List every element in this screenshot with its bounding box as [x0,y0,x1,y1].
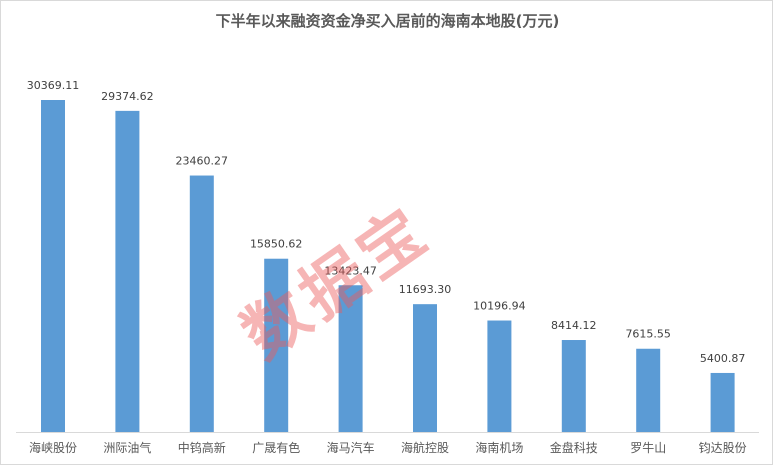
bar [41,100,65,432]
bar [338,285,363,432]
category-label: 洲际油气 [103,440,151,455]
category-label: 海南机场 [475,440,523,455]
category-label: 海航控股 [401,440,449,455]
data-label: 11693.30 [399,283,452,296]
bar [636,348,661,432]
data-label: 10196.94 [473,300,526,313]
bar [561,340,586,432]
data-label: 7615.55 [625,328,671,341]
chart-title: 下半年以来融资资金净买入居前的海南本地股(万元) [215,12,560,30]
category-label: 海峡股份 [29,440,77,455]
bar [264,258,289,432]
bar [115,110,140,433]
data-label: 8414.12 [551,319,597,332]
bar [710,372,735,432]
data-label: 29374.62 [101,90,154,103]
category-label: 钧达股份 [699,441,747,455]
category-label: 广晟有色 [252,441,300,455]
data-label: 30369.11 [27,79,80,92]
category-label: 罗牛山 [630,440,666,455]
bar [487,320,512,432]
category-label: 海马汽车 [327,440,375,455]
data-label: 13423.47 [324,264,377,277]
data-label: 5400.87 [700,352,746,365]
bar [413,304,437,432]
category-label: 中钨高新 [178,440,226,455]
bar [189,175,214,432]
category-label: 金盘科技 [550,440,598,455]
data-label: 15850.62 [250,238,303,251]
data-label: 23460.27 [176,155,229,168]
